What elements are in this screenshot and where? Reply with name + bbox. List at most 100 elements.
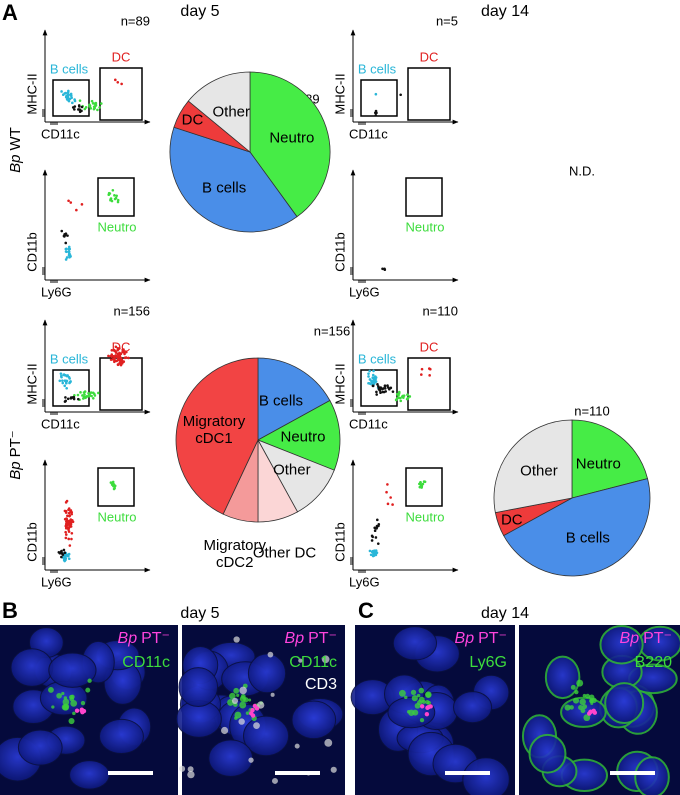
decoration <box>187 766 194 773</box>
gate-label: DC <box>420 339 439 354</box>
strain: Bp <box>118 630 138 647</box>
decoration <box>112 483 116 486</box>
decoration <box>574 690 579 695</box>
decoration <box>402 394 406 397</box>
decoration <box>118 347 121 350</box>
decoration <box>585 693 590 699</box>
decoration <box>428 374 431 377</box>
panel-label: B <box>2 598 18 623</box>
decoration <box>239 686 247 695</box>
axis-label: MHC-II <box>24 73 39 114</box>
decoration <box>83 393 86 396</box>
decoration <box>368 549 372 553</box>
gate-label: DC <box>420 49 439 64</box>
decoration <box>70 537 73 541</box>
decoration <box>61 381 65 385</box>
decoration <box>291 700 337 740</box>
decoration <box>372 369 375 373</box>
decoration <box>453 691 493 724</box>
decoration <box>383 268 387 272</box>
condition: PT⁻ <box>478 630 507 647</box>
pie-slice <box>493 419 573 514</box>
decoration <box>64 95 68 99</box>
decoration <box>64 396 67 399</box>
decoration <box>67 511 71 515</box>
decoration <box>68 718 75 725</box>
decoration <box>64 530 67 534</box>
decoration <box>583 714 591 722</box>
decoration <box>420 483 424 487</box>
decoration <box>73 108 76 111</box>
day-label: day 5 <box>180 3 219 20</box>
decoration <box>127 356 130 360</box>
condition: PT⁻ <box>7 430 24 457</box>
decoration <box>634 756 670 795</box>
strain: Bp <box>620 630 640 647</box>
decoration <box>398 390 401 394</box>
decoration <box>52 79 90 117</box>
decoration <box>114 78 117 82</box>
pie-annotation: n=156 <box>314 323 351 338</box>
gate-label: B cells <box>358 351 397 366</box>
decoration <box>82 397 85 400</box>
decoration <box>92 105 96 109</box>
decoration <box>70 512 74 516</box>
decoration <box>371 535 375 539</box>
decoration <box>111 358 115 361</box>
decoration <box>426 701 431 706</box>
decoration <box>371 373 375 377</box>
decoration <box>239 701 247 709</box>
decoration <box>229 692 236 700</box>
decoration <box>74 708 80 713</box>
axis-label: CD11c <box>349 416 388 431</box>
decoration <box>70 699 78 707</box>
strain: Bp <box>7 461 24 479</box>
decoration <box>375 526 379 529</box>
decoration <box>64 511 68 514</box>
decoration <box>425 691 432 699</box>
decoration <box>374 536 378 539</box>
decoration <box>376 518 379 522</box>
event-count: n=89 <box>121 13 150 28</box>
decoration <box>373 553 377 557</box>
axis-label: Ly6G <box>41 574 72 589</box>
condition: PT⁻ <box>308 630 337 647</box>
decoration <box>61 553 65 556</box>
decoration <box>386 502 390 506</box>
decoration <box>406 397 410 400</box>
pie-slice <box>249 71 331 218</box>
decoration <box>391 390 395 393</box>
axis-label: Ly6G <box>349 574 380 589</box>
decoration <box>124 350 128 354</box>
decoration <box>63 703 70 710</box>
decoration <box>408 395 412 398</box>
day-label: day 5 <box>180 605 219 622</box>
event-count: n=156 <box>113 303 150 318</box>
decoration <box>376 383 379 386</box>
decoration <box>81 394 84 397</box>
decoration <box>58 379 62 383</box>
decoration <box>77 104 81 107</box>
decoration <box>87 392 90 395</box>
decoration <box>87 678 92 683</box>
decoration <box>112 355 115 358</box>
decoration <box>330 766 337 773</box>
decoration <box>77 108 80 111</box>
event-count: n=110 <box>422 303 458 318</box>
micrograph <box>519 624 680 795</box>
not-determined: N.D. <box>569 163 595 178</box>
gate-label: Neutro <box>405 219 444 234</box>
decoration <box>69 201 73 204</box>
decoration <box>68 254 72 257</box>
decoration <box>63 235 66 238</box>
decoration <box>97 467 135 507</box>
decoration <box>65 381 68 385</box>
decoration <box>63 554 67 558</box>
decoration <box>421 699 426 704</box>
decoration <box>65 499 69 503</box>
decoration <box>60 549 63 553</box>
decoration <box>399 399 403 403</box>
axis-label: Ly6G <box>41 284 72 299</box>
event-count: n=5 <box>436 13 458 28</box>
decoration <box>324 738 333 747</box>
